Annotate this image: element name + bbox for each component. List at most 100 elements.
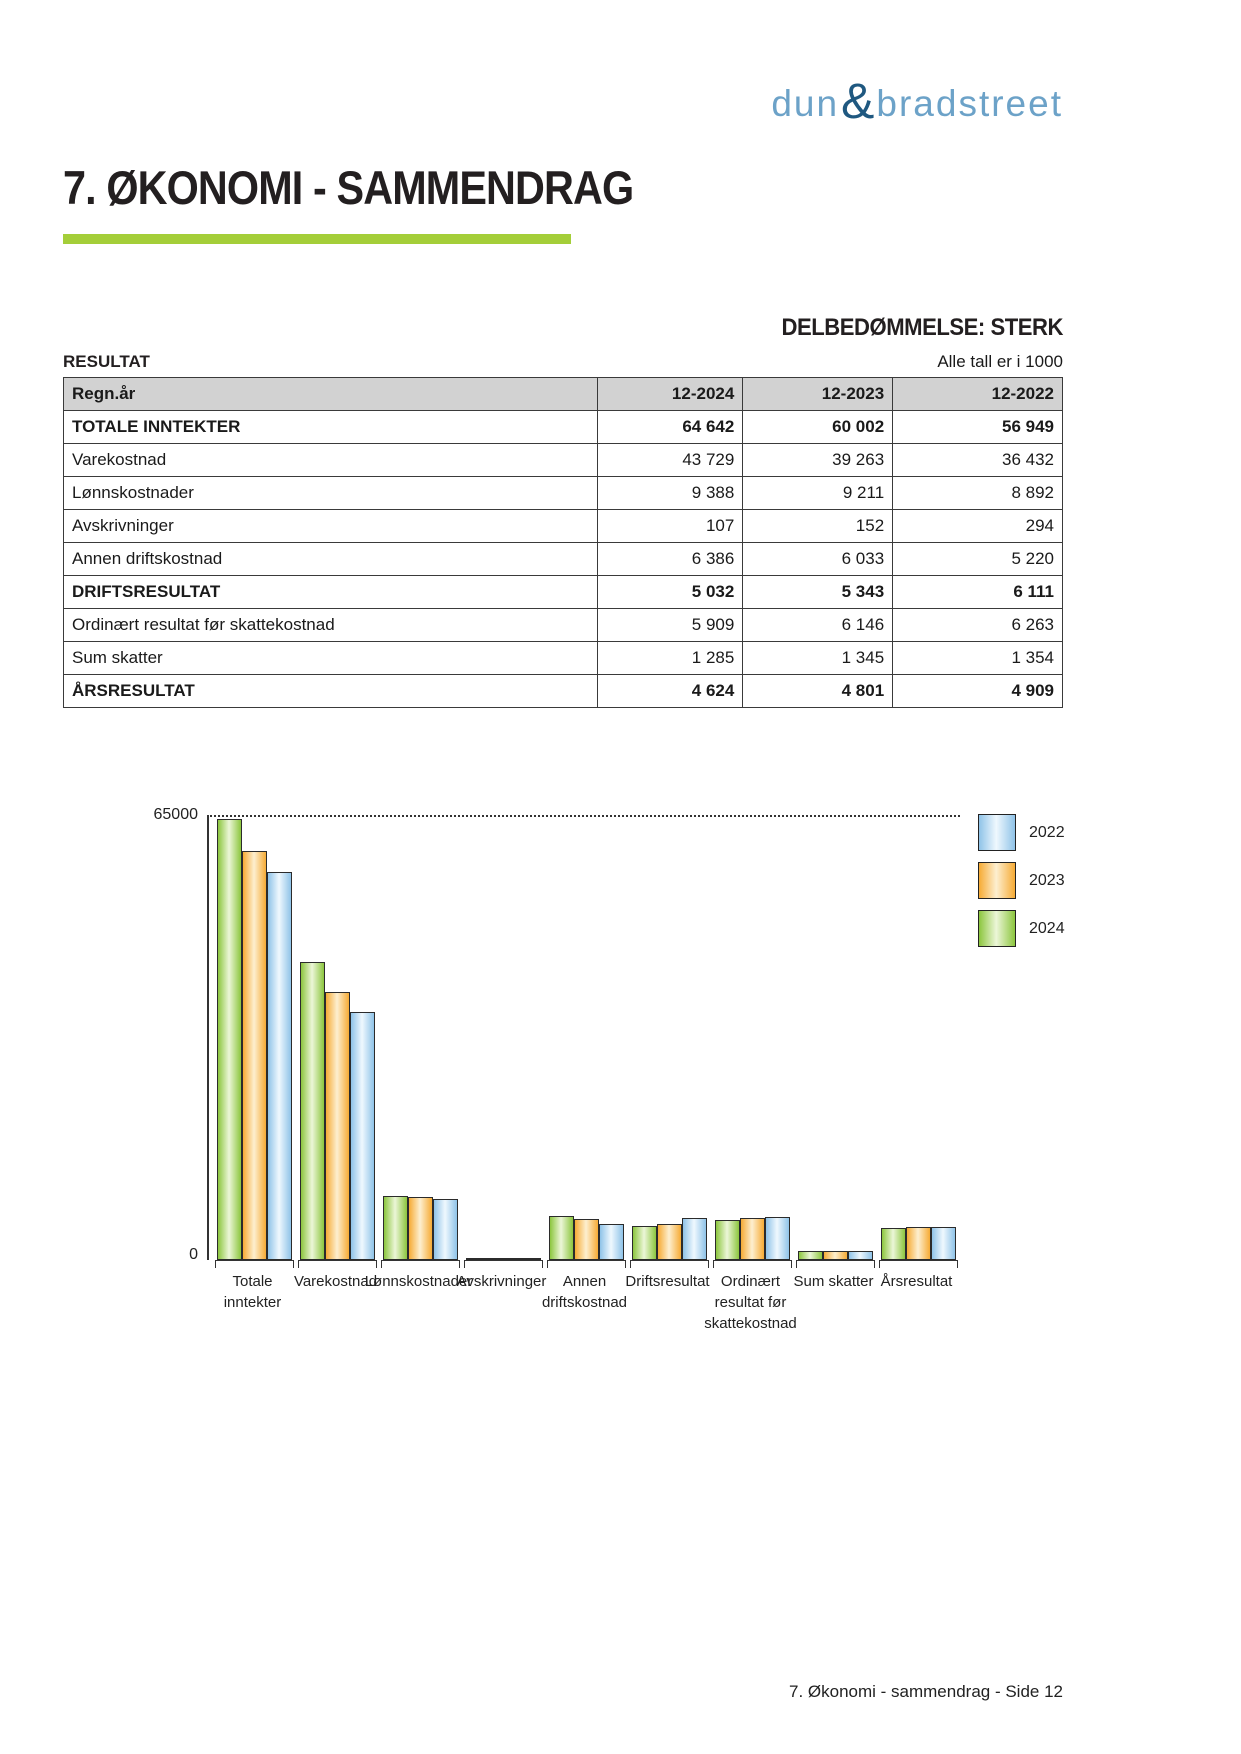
- x-axis-label-sum-skatter: Sum skatter: [793, 1273, 874, 1290]
- table-cell: 9 211: [742, 476, 894, 510]
- bar-l-nnskostnader-2022: [433, 1199, 458, 1260]
- table-cell: 107: [597, 509, 744, 543]
- bar-driftsresultat-2024: [632, 1226, 657, 1260]
- chart-plot: [207, 817, 958, 1268]
- column-header-2022: 12-2022: [892, 377, 1063, 411]
- title-accent-rule: [63, 234, 571, 244]
- x-axis-bracket-annen-driftskostnad: [547, 1260, 626, 1268]
- x-axis-bracket-driftsresultat: [630, 1260, 709, 1268]
- column-header-2024: 12-2024: [597, 377, 744, 411]
- bar--rsresultat-2023: [906, 1227, 931, 1260]
- table-cell: 1 285: [597, 641, 744, 675]
- bar-avskrivninger-2024: [466, 1258, 491, 1260]
- legend-label: 2022: [1029, 823, 1065, 841]
- table-row: ÅRSRESULTAT 4 624 4 801 4 909: [62, 674, 1063, 708]
- bar-ordin-rt-resultat-f-r-skattekostnad-2022: [765, 1217, 790, 1260]
- bar-avskrivninger-2022: [516, 1258, 541, 1260]
- y-axis-tick-max: 65000: [153, 806, 199, 823]
- logo-word-dun: dun: [771, 83, 840, 124]
- legend-item-2022: 2022: [978, 814, 1065, 851]
- table-cell: 4 801: [742, 674, 894, 708]
- bar-ordin-rt-resultat-f-r-skattekostnad-2023: [740, 1218, 765, 1260]
- legend-item-2023: 2023: [978, 862, 1065, 899]
- x-axis-label-varekostnad: Varekostnad: [293, 1273, 378, 1290]
- legend-label: 2023: [1029, 871, 1065, 889]
- table-cell: 5 032: [597, 575, 744, 609]
- x-axis-bracket-sum-skatter: [796, 1260, 875, 1268]
- legend-label: 2024: [1029, 919, 1065, 937]
- table-cell: 6 111: [892, 575, 1063, 609]
- row-label: ÅRSRESULTAT: [62, 674, 599, 708]
- x-axis-bracket-varekostnad: [298, 1260, 377, 1268]
- table-cell: 4 909: [892, 674, 1063, 708]
- logo-word-bradstreet: bradstreet: [876, 83, 1063, 124]
- page-footer: 7. Økonomi - sammendrag - Side 12: [788, 1682, 1063, 1701]
- bar-driftsresultat-2023: [657, 1224, 682, 1260]
- table-cell: 5 343: [742, 575, 894, 609]
- table-row: Avskrivninger 107 152 294: [62, 509, 1063, 543]
- bar-l-nnskostnader-2023: [408, 1197, 433, 1260]
- assessment-heading: DELBEDØMMELSE: STERK: [781, 314, 1063, 341]
- gridline-65000: [207, 815, 960, 817]
- table-row: TOTALE INNTEKTER 64 642 60 002 56 949: [62, 410, 1063, 444]
- x-axis-label--rsresultat: Årsresultat: [880, 1273, 953, 1290]
- bar--rsresultat-2024: [881, 1228, 906, 1260]
- table-cell: 5 909: [597, 608, 744, 642]
- dun-bradstreet-logo: dun & bradstreet: [771, 70, 1063, 129]
- legend-swatch-2024: [978, 910, 1016, 947]
- table-cell: 1 354: [892, 641, 1063, 675]
- table-cell: 60 002: [742, 410, 894, 444]
- bar-varekostnad-2023: [325, 992, 350, 1260]
- x-axis-bracket-avskrivninger: [464, 1260, 543, 1268]
- table-row: Sum skatter 1 285 1 345 1 354: [62, 641, 1063, 675]
- row-label: DRIFTSRESULTAT: [62, 575, 599, 609]
- table-header-row: Regn.år 12-2024 12-2023 12-2022: [62, 377, 1063, 411]
- x-axis-label-annen-driftskostnad: Annen driftskostnad: [541, 1273, 628, 1311]
- bar-sum-skatter-2022: [848, 1251, 873, 1260]
- x-axis-labels: Totale inntekter Varekostnad Lønnskostnade…: [207, 1271, 1007, 1371]
- table-cell: 5 220: [892, 542, 1063, 576]
- table-cell: 4 624: [597, 674, 744, 708]
- bar-annen-driftskostnad-2024: [549, 1216, 574, 1260]
- page-title: 7. ØKONOMI - SAMMENDRAG: [63, 161, 634, 214]
- bar-totale-inntekter-2022: [267, 872, 292, 1260]
- table-cell: 39 263: [742, 443, 894, 477]
- row-label: TOTALE INNTEKTER: [62, 410, 599, 444]
- table-cell: 6 386: [597, 542, 744, 576]
- bar--rsresultat-2022: [931, 1227, 956, 1260]
- table-cell: 1 345: [742, 641, 894, 675]
- section-label: RESULTAT: [63, 352, 150, 371]
- table-cell: 6 033: [742, 542, 894, 576]
- row-label: Annen driftskostnad: [62, 542, 599, 576]
- chart-legend: 2022 2023 2024: [978, 814, 1065, 958]
- row-label: Avskrivninger: [62, 509, 599, 543]
- table-cell: 6 146: [742, 608, 894, 642]
- legend-item-2024: 2024: [978, 910, 1065, 947]
- legend-swatch-2023: [978, 862, 1016, 899]
- table-cell: 64 642: [597, 410, 744, 444]
- x-axis-label-l-nnskostnader: Lønnskostnader: [364, 1273, 473, 1290]
- table-row: Varekostnad 43 729 39 263 36 432: [62, 443, 1063, 477]
- table-cell: 36 432: [892, 443, 1063, 477]
- bar-annen-driftskostnad-2022: [599, 1224, 624, 1260]
- x-axis-bracket-ordin-rt-resultat-f-r-skattekostnad: [713, 1260, 792, 1268]
- x-axis-label-ordin-rt-resultat-f-r-skattekostnad: Ordinært resultat før skattekostnad: [704, 1273, 797, 1332]
- row-label: Lønnskostnader: [62, 476, 599, 510]
- y-axis-tick-zero: 0: [189, 1246, 198, 1263]
- x-axis-label-avskrivninger: Avskrivninger: [456, 1273, 547, 1290]
- bar-ordin-rt-resultat-f-r-skattekostnad-2024: [715, 1220, 740, 1260]
- bar-totale-inntekter-2024: [217, 819, 242, 1260]
- table-row: Lønnskostnader 9 388 9 211 8 892: [62, 476, 1063, 510]
- bar-l-nnskostnader-2024: [383, 1196, 408, 1260]
- row-label: Ordinært resultat før skattekostnad: [62, 608, 599, 642]
- results-table: Regn.år 12-2024 12-2023 12-2022 TOTALE I…: [62, 377, 1063, 708]
- x-axis-label-driftsresultat: Driftsresultat: [625, 1273, 710, 1290]
- column-header-2023: 12-2023: [742, 377, 894, 411]
- bar-varekostnad-2024: [300, 962, 325, 1260]
- x-axis-bracket--rsresultat: [879, 1260, 958, 1268]
- table-cell: 56 949: [892, 410, 1063, 444]
- units-note: Alle tall er i 1000: [937, 352, 1063, 371]
- bar-driftsresultat-2022: [682, 1218, 707, 1260]
